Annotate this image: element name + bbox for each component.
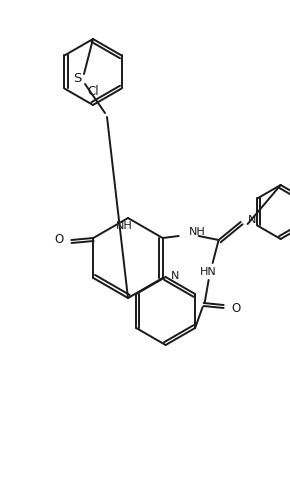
Text: S: S bbox=[73, 73, 81, 85]
Text: O: O bbox=[54, 234, 63, 247]
Text: Cl: Cl bbox=[87, 85, 99, 98]
Text: O: O bbox=[232, 301, 241, 315]
Text: NH: NH bbox=[188, 227, 205, 237]
Text: HN: HN bbox=[200, 267, 217, 277]
Text: N: N bbox=[171, 271, 179, 281]
Text: N: N bbox=[248, 215, 256, 225]
Text: NH: NH bbox=[116, 221, 132, 231]
